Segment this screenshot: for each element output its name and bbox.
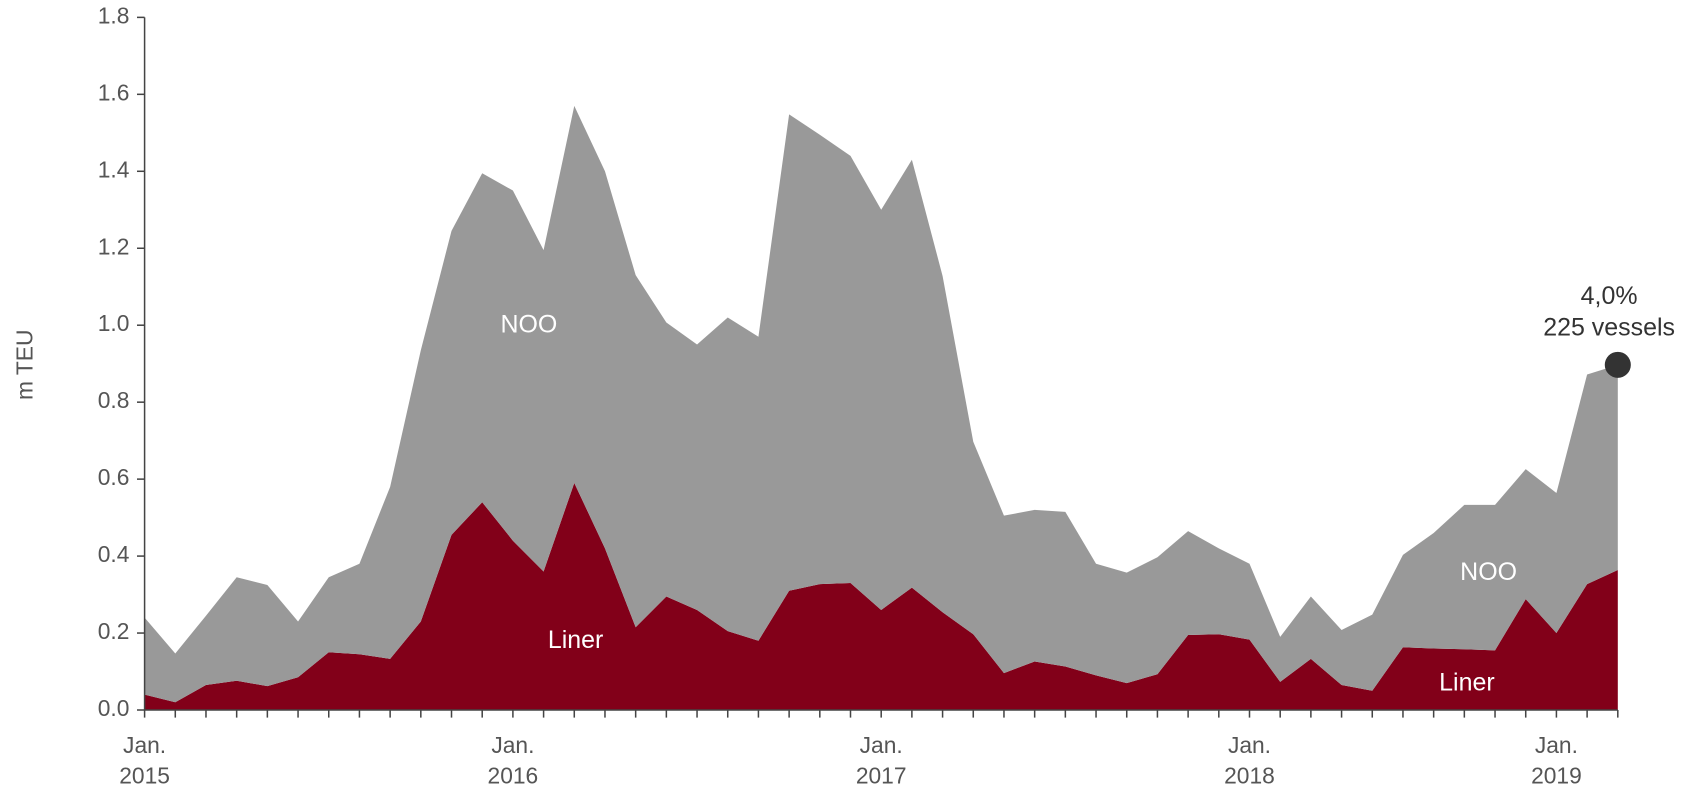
x-tick-label: Jan. 2016 bbox=[488, 732, 539, 786]
series-label: Liner bbox=[548, 626, 604, 654]
series-label: Liner bbox=[1439, 669, 1495, 697]
area bbox=[144, 482, 1618, 711]
x-tick-label: Jan. 2018 bbox=[1224, 732, 1275, 786]
y-tick-label: 0.0 bbox=[98, 695, 130, 721]
y-tick-label: 1.0 bbox=[98, 310, 130, 336]
x-tick-label: Jan. 2017 bbox=[856, 732, 907, 786]
y-tick-label: 1.8 bbox=[98, 2, 130, 28]
series-label: NOO bbox=[1460, 558, 1517, 586]
y-tick-label: 0.6 bbox=[98, 464, 130, 490]
y-tick-label: 1.2 bbox=[98, 233, 130, 259]
annotation: 4,0% bbox=[1581, 282, 1638, 310]
x-tick-label: Jan. 2015 bbox=[119, 732, 170, 786]
y-tick-label: 1.6 bbox=[98, 79, 130, 105]
y-axis-label: m TEU bbox=[11, 330, 37, 400]
area bbox=[144, 105, 1618, 703]
end-marker bbox=[1604, 351, 1631, 378]
x-tick-label: Jan. 2019 bbox=[1531, 732, 1582, 786]
annotation: 225 vessels bbox=[1543, 314, 1675, 342]
series-label: NOO bbox=[500, 310, 557, 338]
y-tick-label: 0.8 bbox=[98, 387, 130, 413]
y-tick-label: 0.2 bbox=[98, 618, 130, 644]
y-tick-label: 0.4 bbox=[98, 541, 130, 567]
y-tick-label: 1.4 bbox=[98, 156, 130, 182]
